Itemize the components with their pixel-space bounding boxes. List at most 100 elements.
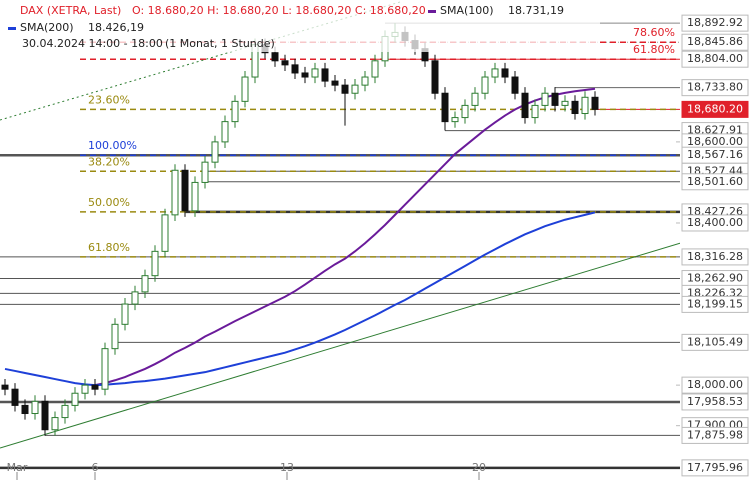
candle-body: [551, 92, 559, 106]
legend-name: SMA(200): [20, 21, 74, 34]
fib-label: 50.00%: [88, 196, 130, 209]
legend-swatch: [8, 27, 16, 30]
sma-line: [4, 211, 596, 387]
price-label: 18,733.80: [687, 81, 743, 94]
price-box: [681, 33, 749, 51]
fib-label: 61.80%: [88, 241, 130, 254]
price-label: 17,875.98: [687, 428, 743, 441]
price-label: 18,316.28: [687, 250, 743, 263]
interval-text: (1 Monat, 1 Stunde): [165, 37, 275, 50]
candle-body: [121, 303, 129, 325]
candle-body: [241, 76, 249, 102]
fib-label: 61.80%: [633, 43, 675, 56]
sma-line: [94, 87, 596, 387]
candle-body: [441, 92, 449, 123]
legend-value: 18.426,19: [88, 21, 144, 34]
candle-body: [191, 181, 199, 212]
price-label: 17,958.53: [687, 395, 743, 408]
candle-body: [61, 404, 69, 419]
price-box: [681, 393, 749, 411]
price-label: 18,627.91: [687, 124, 743, 137]
candle-body: [311, 68, 319, 78]
candle-body: [31, 400, 39, 415]
x-tick-label: Mar: [7, 461, 28, 474]
title: DAX (XETRA, Last): [20, 4, 121, 17]
candle-body: [581, 96, 589, 115]
candle-body: [321, 68, 329, 82]
candle-body: [361, 76, 369, 86]
candle-body: [81, 384, 89, 394]
candle-body: [491, 68, 499, 78]
candle-body: [161, 214, 169, 252]
price-label: 18,000.00: [687, 378, 743, 391]
price-box: [681, 426, 749, 444]
price-box: [681, 173, 749, 191]
price-label: 18,804.00: [687, 52, 743, 65]
price-box: [681, 459, 749, 477]
candle-body: [451, 117, 459, 123]
candle-body: [541, 92, 549, 106]
candle-body: [301, 72, 309, 78]
candle-body: [21, 404, 29, 415]
price-box: [681, 248, 749, 266]
candle-body: [341, 84, 349, 94]
legend-swatch: [428, 10, 436, 13]
legend-value: 18.731,19: [508, 4, 564, 17]
candle-body: [431, 60, 439, 94]
price-axis: 18,892.92 18,845.86 18,804.00 18,733.80 18,6…: [680, 0, 750, 480]
price-label: 18,105.49: [687, 335, 743, 348]
candle-body: [131, 291, 139, 305]
candle-body: [501, 68, 509, 78]
x-tick-label: 13: [280, 461, 294, 474]
candle-body: [481, 76, 489, 94]
candle-body: [231, 100, 239, 123]
price-box: [681, 376, 749, 394]
price-label: 18,600.00: [687, 135, 743, 148]
candle-body: [11, 388, 19, 406]
candle-body: [1, 384, 9, 390]
candle-body: [561, 100, 569, 106]
price-label: 18,262.90: [687, 272, 743, 285]
price-label: 17,795.96: [687, 461, 743, 474]
price-box: [681, 100, 749, 118]
price-box: [681, 333, 749, 351]
candle-body: [461, 104, 469, 119]
candle-body: [71, 392, 79, 406]
candle-body: [111, 323, 119, 350]
candle-body: [171, 169, 179, 216]
price-box: [681, 14, 749, 32]
candle-body: [281, 60, 289, 66]
candle-body: [371, 60, 379, 78]
candle-body: [471, 92, 479, 106]
header: DAX (XETRA, Last) O: 18.680,20 H: 18.680…: [0, 0, 600, 52]
price-label: 18,199.15: [687, 297, 743, 310]
candle-body: [291, 64, 299, 74]
legend-name: SMA(100): [440, 4, 494, 17]
candle-body: [271, 52, 279, 62]
candle-body: [591, 96, 599, 110]
price-label: 18,400.00: [687, 216, 743, 229]
candle-body: [511, 76, 519, 94]
candle-body: [101, 348, 109, 390]
candle-body: [521, 92, 529, 119]
fib-label: 100.00%: [88, 139, 137, 152]
candle-body: [531, 104, 539, 119]
header-bg: [0, 0, 600, 52]
price-box: [681, 214, 749, 232]
fib-label: 78.60%: [633, 26, 675, 39]
fib-label: 23.60%: [88, 93, 130, 106]
price-label: 18,501.60: [687, 175, 743, 188]
candle-body: [211, 141, 219, 163]
candle-body: [221, 121, 229, 143]
candle-body: [51, 417, 59, 431]
candle-body: [91, 384, 99, 390]
candle-body: [141, 275, 149, 293]
price-label: 18,892.92: [687, 16, 743, 29]
candle-body: [181, 169, 189, 212]
price-label: 18,845.86: [687, 35, 743, 48]
price-label: 18,567.16: [687, 148, 743, 161]
candle-body: [331, 80, 339, 86]
